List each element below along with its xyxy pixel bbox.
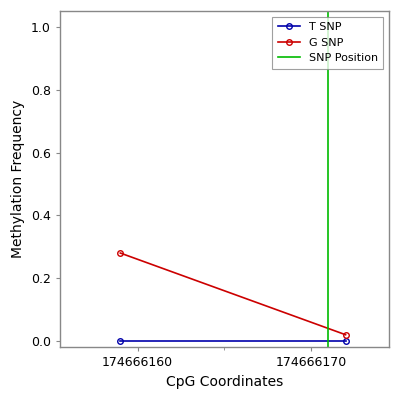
Line: T SNP: T SNP: [118, 338, 348, 344]
T SNP: [118, 339, 123, 344]
Legend: T SNP, G SNP, SNP Position: T SNP, G SNP, SNP Position: [272, 17, 383, 69]
G SNP: [118, 251, 123, 256]
Line: G SNP: G SNP: [118, 250, 348, 338]
T SNP: [343, 339, 348, 344]
X-axis label: CpG Coordinates: CpG Coordinates: [166, 375, 283, 389]
G SNP: [343, 332, 348, 337]
Y-axis label: Methylation Frequency: Methylation Frequency: [11, 100, 25, 258]
